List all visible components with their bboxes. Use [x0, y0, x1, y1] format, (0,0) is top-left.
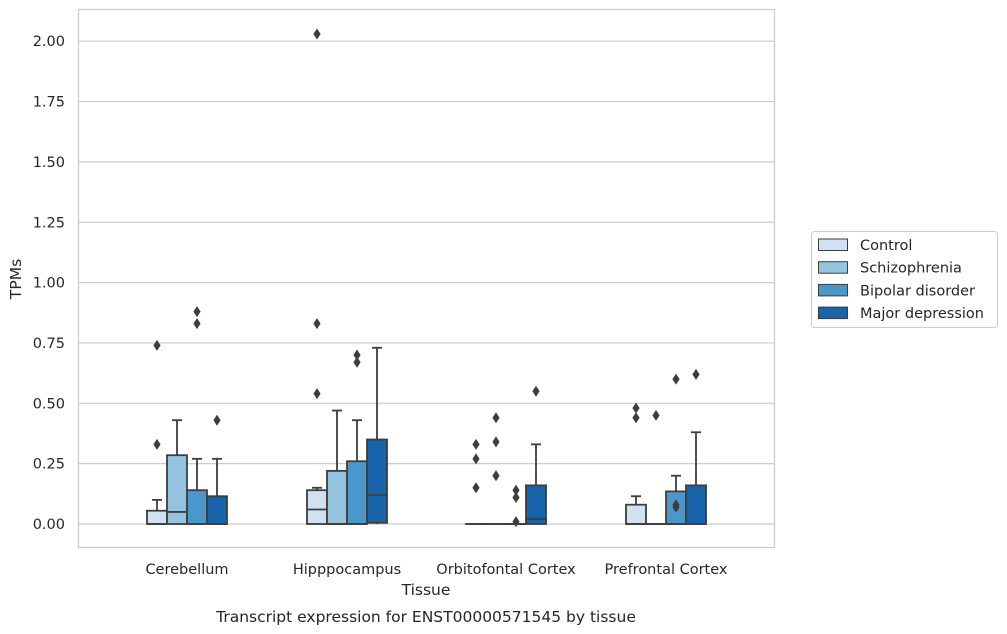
box-schizophrenia-1 [326, 409, 348, 525]
outlier-point [193, 318, 201, 330]
y-tick-label: 0.00 [33, 517, 65, 533]
box-bipolar-disorder-1 [346, 349, 368, 525]
outlier-point [313, 318, 321, 330]
x-tick-label: Orbitofontal Cortex [436, 562, 576, 578]
box-schizophrenia-3 [645, 409, 667, 525]
y-axis-ticks: 0.00 0.25 0.50 0.75 1.00 1.25 1.50 1.75 2.00 [33, 34, 65, 533]
legend-frame [811, 231, 998, 328]
box-bipolar-disorder-3 [665, 373, 687, 525]
box-bipolar-disorder-2 [505, 484, 527, 528]
box-major-depression-1 [366, 346, 388, 524]
outlier-point [672, 373, 680, 385]
y-tick-label: 0.50 [33, 396, 65, 412]
outlier-point [153, 339, 161, 351]
box-body [206, 495, 228, 525]
y-axis-title: TPMs [7, 259, 25, 300]
box-body [625, 503, 647, 525]
outlier-point [512, 484, 520, 496]
y-tick-label: 1.50 [33, 155, 65, 171]
x-axis-ticks: Cerebellum Hipppocampus Orbitofontal Corte… [145, 562, 727, 578]
box-control-2 [465, 438, 487, 525]
x-tick-label: Hipppocampus [293, 562, 401, 578]
x-tick-label: Cerebellum [145, 562, 228, 578]
outlier-point [153, 438, 161, 450]
y-tick-label: 1.00 [33, 276, 65, 292]
outlier-point [353, 356, 361, 368]
y-tick-label: 2.00 [33, 34, 65, 50]
chart-caption: Transcript expression for ENST0000057154… [215, 608, 636, 626]
legend-label: Schizophrenia [860, 261, 962, 277]
box-major-depression-3 [685, 368, 707, 525]
outlier-point [472, 453, 480, 465]
outlier-point [532, 385, 540, 397]
outlier-point [492, 436, 500, 448]
box-body [366, 438, 388, 524]
outlier-point [692, 368, 700, 380]
box-control-1 [306, 28, 328, 525]
y-tick-label: 0.75 [33, 336, 65, 352]
box-body [326, 469, 348, 525]
y-tick-label: 0.25 [33, 457, 65, 473]
legend-swatch [818, 261, 848, 274]
outlier-point [512, 516, 520, 528]
legend-label: Major depression [860, 306, 984, 322]
plot-frame [77, 8, 776, 549]
legend-swatch [818, 306, 848, 320]
box-body [306, 489, 328, 525]
x-axis-title: Tissue [401, 581, 451, 599]
outlier-point [672, 499, 680, 511]
outlier-point [313, 388, 321, 400]
legend-label: Control [860, 238, 912, 254]
box-body [186, 489, 208, 525]
outlier-point [353, 349, 361, 361]
box-major-depression-0 [206, 414, 228, 525]
box-body [525, 484, 547, 525]
x-tick-label: Prefrontal Cortex [605, 562, 728, 578]
y-tick-label: 1.25 [33, 215, 65, 231]
outlier-point [472, 438, 480, 450]
legend-swatch [818, 283, 848, 297]
box-control-0 [146, 339, 168, 525]
gridlines [78, 40, 775, 525]
outlier-point [492, 412, 500, 424]
outlier-point [512, 491, 520, 503]
box-body [146, 509, 168, 525]
outlier-point [652, 409, 660, 421]
legend: Control Schizophrenia Bipolar disorder Majo… [811, 231, 998, 328]
legend-label: Bipolar disorder [860, 283, 975, 299]
outlier-point [313, 28, 321, 40]
box-schizophrenia-2 [485, 412, 507, 525]
outlier-point [632, 412, 640, 424]
box-bipolar-disorder-0 [186, 306, 208, 525]
box-body [685, 484, 707, 525]
outlier-point [492, 470, 500, 482]
boxes-layer [146, 28, 707, 528]
box-body [346, 460, 368, 525]
outlier-point [632, 402, 640, 414]
box-schizophrenia-0 [166, 419, 188, 525]
box-major-depression-2 [525, 385, 547, 525]
outlier-point [213, 414, 221, 426]
outlier-point [472, 482, 480, 494]
box-control-3 [625, 402, 647, 525]
y-tick-label: 1.75 [33, 95, 65, 111]
legend-swatch [818, 238, 848, 251]
box-body [166, 454, 188, 525]
outlier-point [193, 306, 201, 318]
